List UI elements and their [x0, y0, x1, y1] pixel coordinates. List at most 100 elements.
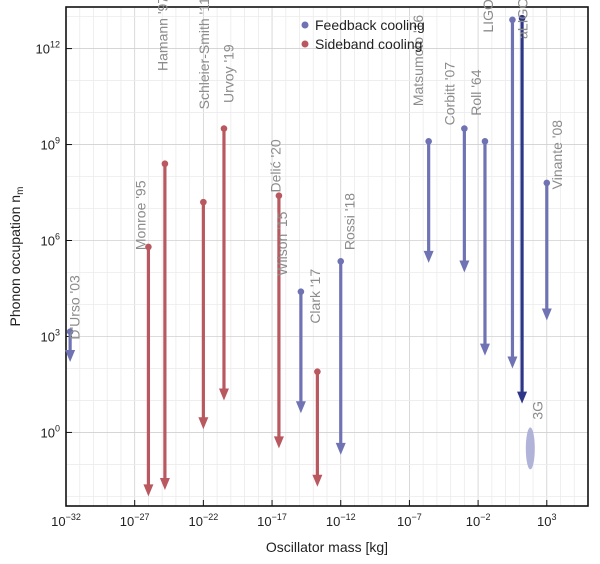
point-label: LIGO '09	[480, 0, 496, 33]
arrow-head	[273, 436, 284, 449]
legend-entry-sideband: Sideband cooling	[315, 36, 422, 52]
y-tick-label: 100	[41, 423, 60, 440]
data-point	[337, 257, 345, 265]
y-tick-base: 10	[41, 425, 55, 440]
arrow-head	[423, 250, 434, 263]
plot-frame	[65, 6, 589, 507]
point-label: Wilson '15	[274, 211, 290, 275]
arrow-head	[517, 391, 528, 404]
y-tick-exponent: 3	[55, 327, 60, 337]
arrow-head	[459, 260, 470, 273]
x-tick-exponent: −7	[412, 512, 422, 522]
point-label: 3G	[530, 401, 546, 420]
x-tick-exponent: −17	[272, 512, 287, 522]
x-tick-base: 10	[120, 514, 134, 529]
arrow-mark	[541, 179, 552, 321]
arrow-head	[65, 350, 76, 363]
data-point	[509, 16, 516, 24]
x-tick-base: 10	[537, 514, 551, 529]
data-point	[425, 138, 432, 145]
legend-entry-feedback: Feedback cooling	[315, 17, 425, 33]
data-point	[220, 125, 228, 132]
legend: Feedback cooling Sideband cooling	[301, 17, 425, 52]
point-label: D'Urso '03	[67, 275, 83, 340]
x-tick-label: 10−22	[188, 512, 218, 529]
arrow-mark	[159, 160, 170, 491]
point-label: Matsumoto '16	[410, 15, 426, 107]
arrow-mark	[423, 138, 434, 263]
data-point	[481, 138, 489, 145]
arrow-mark	[459, 125, 470, 273]
data-point	[297, 288, 305, 295]
x-tick-base: 10	[326, 514, 340, 529]
ellipse-mark	[525, 427, 535, 470]
arrow-head	[198, 417, 209, 430]
arrow-head	[159, 478, 170, 491]
y-axis-label-subscript: m	[15, 187, 26, 195]
x-tick-exponent: −32	[66, 512, 81, 522]
point-label: Corbitt '07	[442, 62, 458, 126]
y-tick-label: 1012	[36, 40, 60, 57]
arrow-mark	[335, 257, 346, 455]
x-tick-base: 10	[397, 514, 411, 529]
arrow-mark	[295, 288, 306, 414]
arrow-head	[143, 484, 154, 497]
x-tick-label: 10−32	[51, 512, 81, 529]
x-tick-base: 10	[466, 514, 480, 529]
data-point	[66, 328, 74, 335]
x-tick-base: 10	[51, 514, 65, 529]
arrow-head	[479, 343, 490, 356]
x-tick-label: 10−17	[257, 512, 287, 529]
point-label: Hamann '97	[155, 0, 171, 71]
arrow-mark	[517, 14, 528, 404]
arrow-mark	[312, 368, 323, 487]
data-point	[145, 243, 152, 251]
point-label: Monroe '95	[133, 180, 149, 250]
y-tick-exponent: 6	[55, 232, 60, 242]
x-axis-label: Oscillator mass [kg]	[266, 539, 388, 555]
x-tick-exponent: −22	[203, 512, 218, 522]
y-tick-exponent: 12	[50, 40, 60, 50]
data-point	[161, 160, 169, 168]
point-label: Clark '17	[307, 269, 323, 324]
point-label: Delić '20	[267, 139, 283, 192]
arrow-mark	[143, 243, 154, 497]
x-tick-label: 10−7	[397, 512, 422, 529]
arrow-head	[312, 474, 323, 487]
arrow-mark	[198, 198, 209, 430]
arrow-head	[335, 442, 346, 455]
arrow-mark	[65, 328, 76, 363]
x-tick-exponent: −12	[340, 512, 355, 522]
x-tick-exponent: 3	[552, 512, 557, 522]
arrow-mark	[273, 192, 284, 449]
arrow-head	[218, 388, 229, 401]
data-point	[314, 368, 321, 375]
axis-ticks: 10−32 10−27 10−22 10−17 10−12 10−7 10−2 1031001…	[36, 40, 557, 529]
x-tick-exponent: −2	[480, 512, 490, 522]
point-label: Urvoy '19	[221, 44, 237, 103]
y-tick-exponent: 9	[55, 136, 60, 146]
grid	[65, 7, 589, 506]
data-point	[200, 198, 207, 206]
point-label: Roll '64	[468, 69, 484, 115]
data-point	[461, 125, 468, 132]
y-tick-exponent: 0	[55, 423, 60, 433]
point-labels: D'Urso '03 Monroe '95 Hamann '97 Schleier-S…	[67, 0, 565, 420]
x-tick-exponent: −27	[134, 512, 149, 522]
arrow-mark	[507, 16, 518, 369]
point-label: Schleier-Smith '11	[196, 0, 212, 109]
y-axis-label-main: Phonon occupation n	[7, 195, 23, 327]
legend-marker-feedback	[301, 21, 309, 29]
arrow-head	[541, 308, 552, 321]
data-point	[518, 14, 526, 22]
x-tick-label: 10−2	[466, 512, 491, 529]
y-axis-label: Phonon occupation nm	[7, 187, 26, 327]
data-marks	[65, 14, 552, 497]
y-tick-base: 10	[41, 234, 55, 249]
arrow-mark	[218, 125, 229, 401]
x-tick-base: 10	[257, 514, 271, 529]
y-tick-label: 106	[41, 232, 60, 249]
y-tick-label: 103	[41, 327, 60, 344]
point-label: Vinante '08	[549, 120, 565, 190]
